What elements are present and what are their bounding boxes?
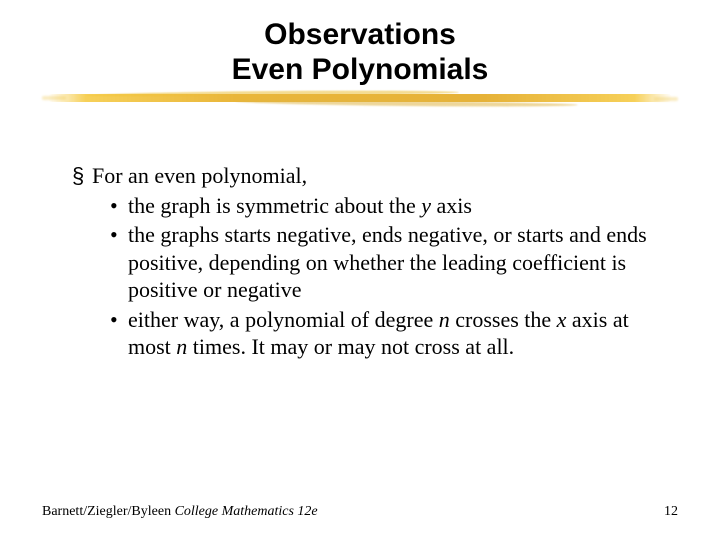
footer: Barnett/Ziegler/Byleen College Mathemati…: [42, 504, 678, 520]
dot-bullet-icon: •: [110, 306, 128, 334]
page-number: 12: [664, 504, 678, 520]
text-run: times. It may or may not cross at all.: [187, 334, 514, 359]
text-italic: n: [439, 307, 450, 332]
title-line-2: Even Polynomials: [0, 53, 720, 88]
section-bullet-icon: §: [72, 162, 92, 190]
text-italic: n: [176, 334, 187, 359]
bullet-level2-text: the graph is symmetric about the y axis: [128, 192, 664, 220]
text-run: crosses the: [450, 307, 557, 332]
bullet-level1: § For an even polynomial,: [72, 162, 664, 190]
text-run: axis: [431, 193, 472, 218]
title-underline: [0, 87, 720, 117]
bullet-level2-text: either way, a polynomial of degree n cro…: [128, 306, 664, 361]
bullet-level2: • the graph is symmetric about the y axi…: [110, 192, 664, 220]
brush-stroke-icon: [48, 91, 672, 107]
dot-bullet-icon: •: [110, 192, 128, 220]
text-run: either way, a polynomial of degree: [128, 307, 439, 332]
sub-bullet-group: • the graph is symmetric about the y axi…: [110, 192, 664, 361]
footer-credit: Barnett/Ziegler/Byleen College Mathemati…: [42, 504, 318, 520]
bullet-level2: • the graphs starts negative, ends negat…: [110, 221, 664, 304]
dot-bullet-icon: •: [110, 221, 128, 249]
footer-credit-authors: Barnett/Ziegler/Byleen: [42, 504, 175, 519]
bullet-level2-text: the graphs starts negative, ends negativ…: [128, 221, 664, 304]
slide: Observations Even Polynomials § For an e…: [0, 0, 720, 540]
text-italic: x: [557, 307, 567, 332]
text-italic: y: [421, 193, 431, 218]
title-block: Observations Even Polynomials: [0, 0, 720, 87]
title-line-1: Observations: [0, 18, 720, 53]
bullet-level1-text: For an even polynomial,: [92, 162, 664, 190]
content-area: § For an even polynomial, • the graph is…: [72, 162, 664, 361]
text-run: the graph is symmetric about the: [128, 193, 421, 218]
footer-credit-title: College Mathematics 12e: [175, 504, 318, 519]
bullet-level2: • either way, a polynomial of degree n c…: [110, 306, 664, 361]
text-run: the graphs starts negative, ends negativ…: [128, 222, 647, 302]
